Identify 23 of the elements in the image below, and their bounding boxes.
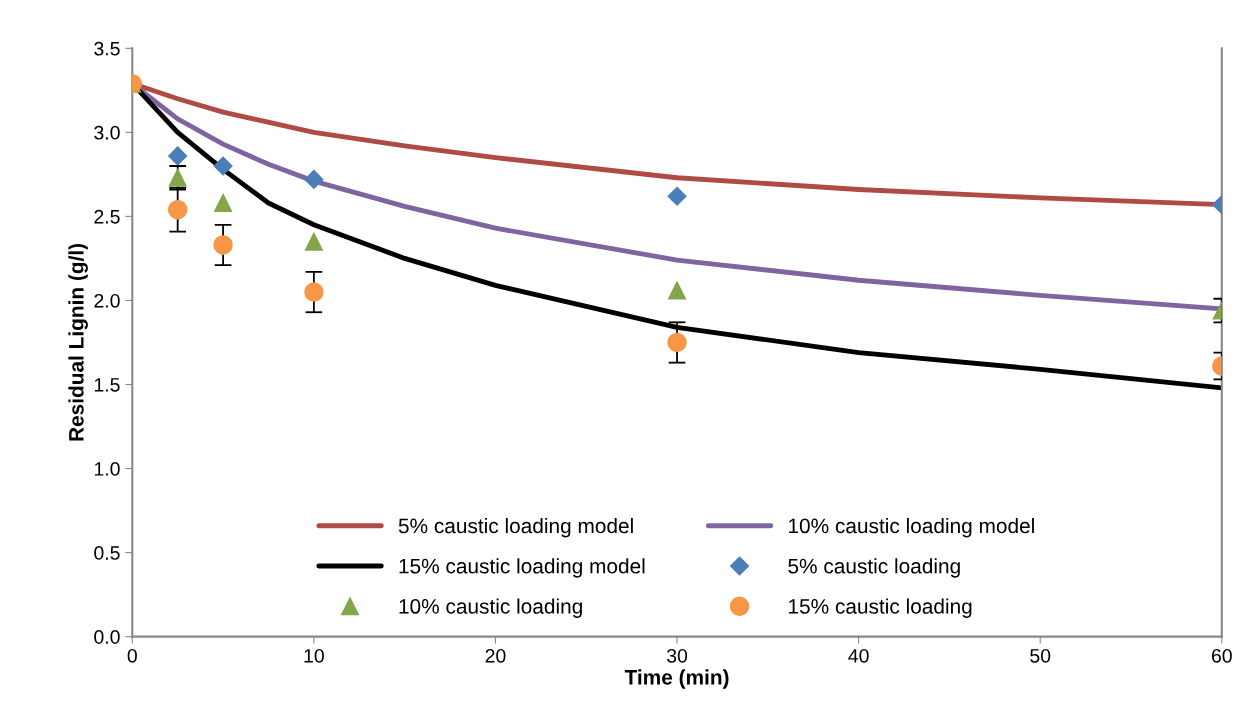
x-tick-label: 60 <box>1211 648 1232 663</box>
y-tick-label: 0.0 <box>94 630 120 644</box>
x-tick-label: 50 <box>1030 648 1051 663</box>
x-axis-title: Time (min) <box>624 669 729 689</box>
x-tick-label: 20 <box>485 648 506 663</box>
y-tick-label: 3.0 <box>94 125 120 140</box>
legend-label: 15% caustic loading <box>789 598 972 618</box>
legend-label: 10% caustic loading model <box>789 517 1034 538</box>
legend-label: 15% caustic loading model <box>399 558 645 578</box>
x-tick-label: 10 <box>304 648 324 663</box>
x-tick-label: 40 <box>848 648 869 663</box>
x-tick-label: 0 <box>127 648 137 663</box>
legend-label: 5% caustic loading model <box>398 517 633 538</box>
y-tick-label: 0.5 <box>94 546 120 560</box>
y-tick-label: 1.0 <box>94 462 120 476</box>
legend-label: 5% caustic loading <box>788 558 960 578</box>
y-axis-title: Residual Lignin (g/l) <box>68 243 88 441</box>
x-tick-label: 30 <box>666 648 688 663</box>
y-tick-label: 3.5 <box>94 41 120 56</box>
y-tick-label: 1.5 <box>94 378 120 392</box>
legend-label: 10% caustic loading <box>399 598 582 618</box>
y-tick-label: 2.5 <box>94 209 120 224</box>
y-tick-label: 2.0 <box>94 293 120 308</box>
